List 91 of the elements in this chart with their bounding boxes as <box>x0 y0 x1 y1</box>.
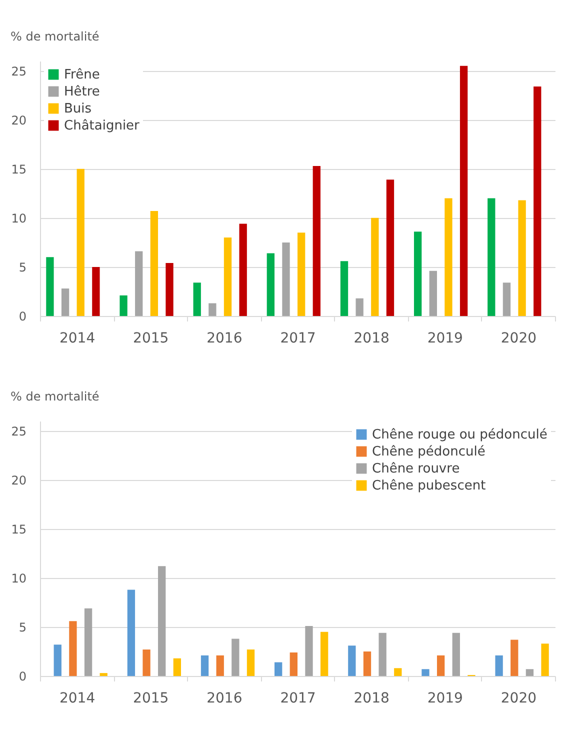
bar <box>298 232 306 316</box>
y-tick-label: 5 <box>18 260 26 274</box>
bar <box>371 218 379 316</box>
bar <box>312 166 320 316</box>
x-tick-label: 2017 <box>280 330 316 346</box>
bar <box>320 632 328 676</box>
y-tick-label: 20 <box>11 473 26 488</box>
legend-label: Hêtre <box>64 84 100 100</box>
x-tick-label: 2018 <box>354 330 390 346</box>
y-tick-label: 25 <box>11 424 26 438</box>
bar <box>414 232 422 316</box>
bar <box>378 632 386 676</box>
bar <box>386 180 394 316</box>
y-tick-label: 20 <box>11 113 26 128</box>
bar <box>142 650 150 676</box>
bar <box>246 650 255 676</box>
legend-label: Frêne <box>64 68 100 82</box>
bar <box>120 295 128 316</box>
bar <box>429 270 437 316</box>
y-axis-title: % de mortalité <box>10 30 100 44</box>
bar <box>127 590 136 676</box>
bar <box>69 621 77 676</box>
legend-label: Chêne pédonculé <box>372 444 486 460</box>
bar <box>84 608 92 676</box>
bar <box>100 673 108 676</box>
y-tick-label: 15 <box>11 162 26 176</box>
bar <box>290 652 298 676</box>
bar <box>488 198 496 316</box>
y-axis-title: % de mortalité <box>10 390 100 404</box>
bar <box>173 658 182 676</box>
bar <box>239 224 247 316</box>
bar <box>460 66 468 316</box>
bar <box>348 646 356 676</box>
bar <box>495 655 503 676</box>
bar <box>518 200 526 316</box>
x-tick-label: 2016 <box>206 690 242 706</box>
bar <box>135 251 143 316</box>
bar <box>61 288 70 316</box>
bar <box>444 198 452 316</box>
bar <box>200 655 209 676</box>
bar <box>356 298 364 316</box>
x-tick-label: 2016 <box>206 330 242 346</box>
bar <box>436 655 445 676</box>
bar <box>363 651 372 676</box>
bar <box>208 303 216 316</box>
bar <box>510 640 518 676</box>
bar <box>92 266 100 316</box>
bar <box>224 238 232 316</box>
bar <box>305 626 313 676</box>
legend-label: Chêne rouge ou pédonculé <box>372 428 548 442</box>
x-tick-label: 2015 <box>133 330 169 346</box>
bar <box>274 662 282 676</box>
legend-label: Châtaignier <box>64 118 140 134</box>
bar <box>54 644 62 676</box>
bar <box>282 242 290 316</box>
bar <box>452 632 460 676</box>
bar <box>150 211 158 316</box>
x-tick-label: 2014 <box>59 690 96 706</box>
legend-label: Buis <box>64 102 92 116</box>
y-tick-label: 10 <box>11 211 26 226</box>
x-tick-label: 2017 <box>280 690 316 706</box>
bar <box>394 668 402 676</box>
x-tick-label: 2018 <box>354 690 390 706</box>
x-tick-label: 2020 <box>500 330 537 346</box>
y-tick-label: 10 <box>11 571 26 586</box>
y-tick-label: 0 <box>18 670 26 684</box>
bar <box>422 669 430 676</box>
x-tick-label: 2019 <box>427 690 463 706</box>
bar <box>340 261 348 316</box>
legend-label: Chêne pubescent <box>372 478 486 494</box>
x-tick-label: 2015 <box>133 690 169 706</box>
y-tick-label: 0 <box>18 310 26 324</box>
bar <box>216 655 224 676</box>
x-tick-label: 2014 <box>59 330 96 346</box>
legend-label: Chêne rouvre <box>372 462 460 476</box>
bar <box>541 644 549 676</box>
x-tick-label: 2020 <box>500 690 537 706</box>
y-tick-label: 25 <box>11 64 26 78</box>
bar <box>158 566 166 676</box>
y-tick-label: 15 <box>11 522 26 536</box>
bar <box>166 263 174 316</box>
x-tick-label: 2019 <box>427 330 463 346</box>
bar <box>526 669 534 676</box>
bar <box>232 638 240 676</box>
bar <box>534 86 542 316</box>
bar <box>76 168 84 316</box>
bar <box>193 282 201 316</box>
y-tick-label: 5 <box>18 620 26 634</box>
bar <box>502 282 511 316</box>
bar <box>46 257 54 316</box>
bar <box>266 253 275 316</box>
